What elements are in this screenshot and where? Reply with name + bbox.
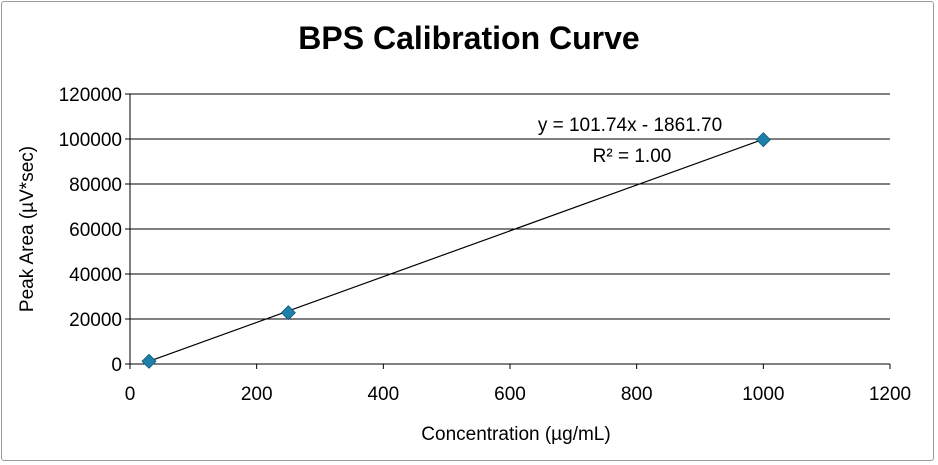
x-tick-label-3: 600 xyxy=(494,384,526,405)
data-point-0-1 xyxy=(280,305,296,321)
x-tick-labels: 0 200 400 600 800 1000 1200 xyxy=(125,384,911,405)
y-tick-label-1: 20000 xyxy=(69,310,122,331)
r-squared-annotation: R² = 1.00 xyxy=(593,146,672,167)
x-tick-label-2: 400 xyxy=(367,384,399,405)
axes xyxy=(125,93,891,369)
y-tick-labels: 0 20000 40000 60000 80000 100000 120000 xyxy=(59,85,122,376)
x-tick-label-5: 1000 xyxy=(742,384,784,405)
y-tick-label-5: 100000 xyxy=(59,130,122,151)
x-tick-label-0: 0 xyxy=(125,384,136,405)
x-axis-label: Concentration (µg/mL) xyxy=(421,424,610,445)
data-points xyxy=(141,132,771,369)
y-tick-label-2: 40000 xyxy=(69,265,122,286)
trendline-group xyxy=(148,138,764,362)
equation-annotation: y = 101.74x - 1861.70 xyxy=(538,115,722,136)
y-axis-label: Peak Area (µV*sec) xyxy=(17,146,38,312)
chart-title: BPS Calibration Curve xyxy=(298,20,640,56)
data-point-0-0 xyxy=(141,353,157,369)
x-tick-label-1: 200 xyxy=(241,384,273,405)
trendline xyxy=(148,138,764,362)
data-point-0-2 xyxy=(755,132,771,148)
y-tick-label-3: 60000 xyxy=(69,220,122,241)
y-tick-label-0: 0 xyxy=(111,355,122,376)
y-tick-label-4: 80000 xyxy=(69,175,122,196)
x-tick-label-4: 800 xyxy=(621,384,653,405)
x-tick-label-6: 1200 xyxy=(869,384,911,405)
y-tick-label-6: 120000 xyxy=(59,85,122,106)
gridlines xyxy=(130,93,890,320)
